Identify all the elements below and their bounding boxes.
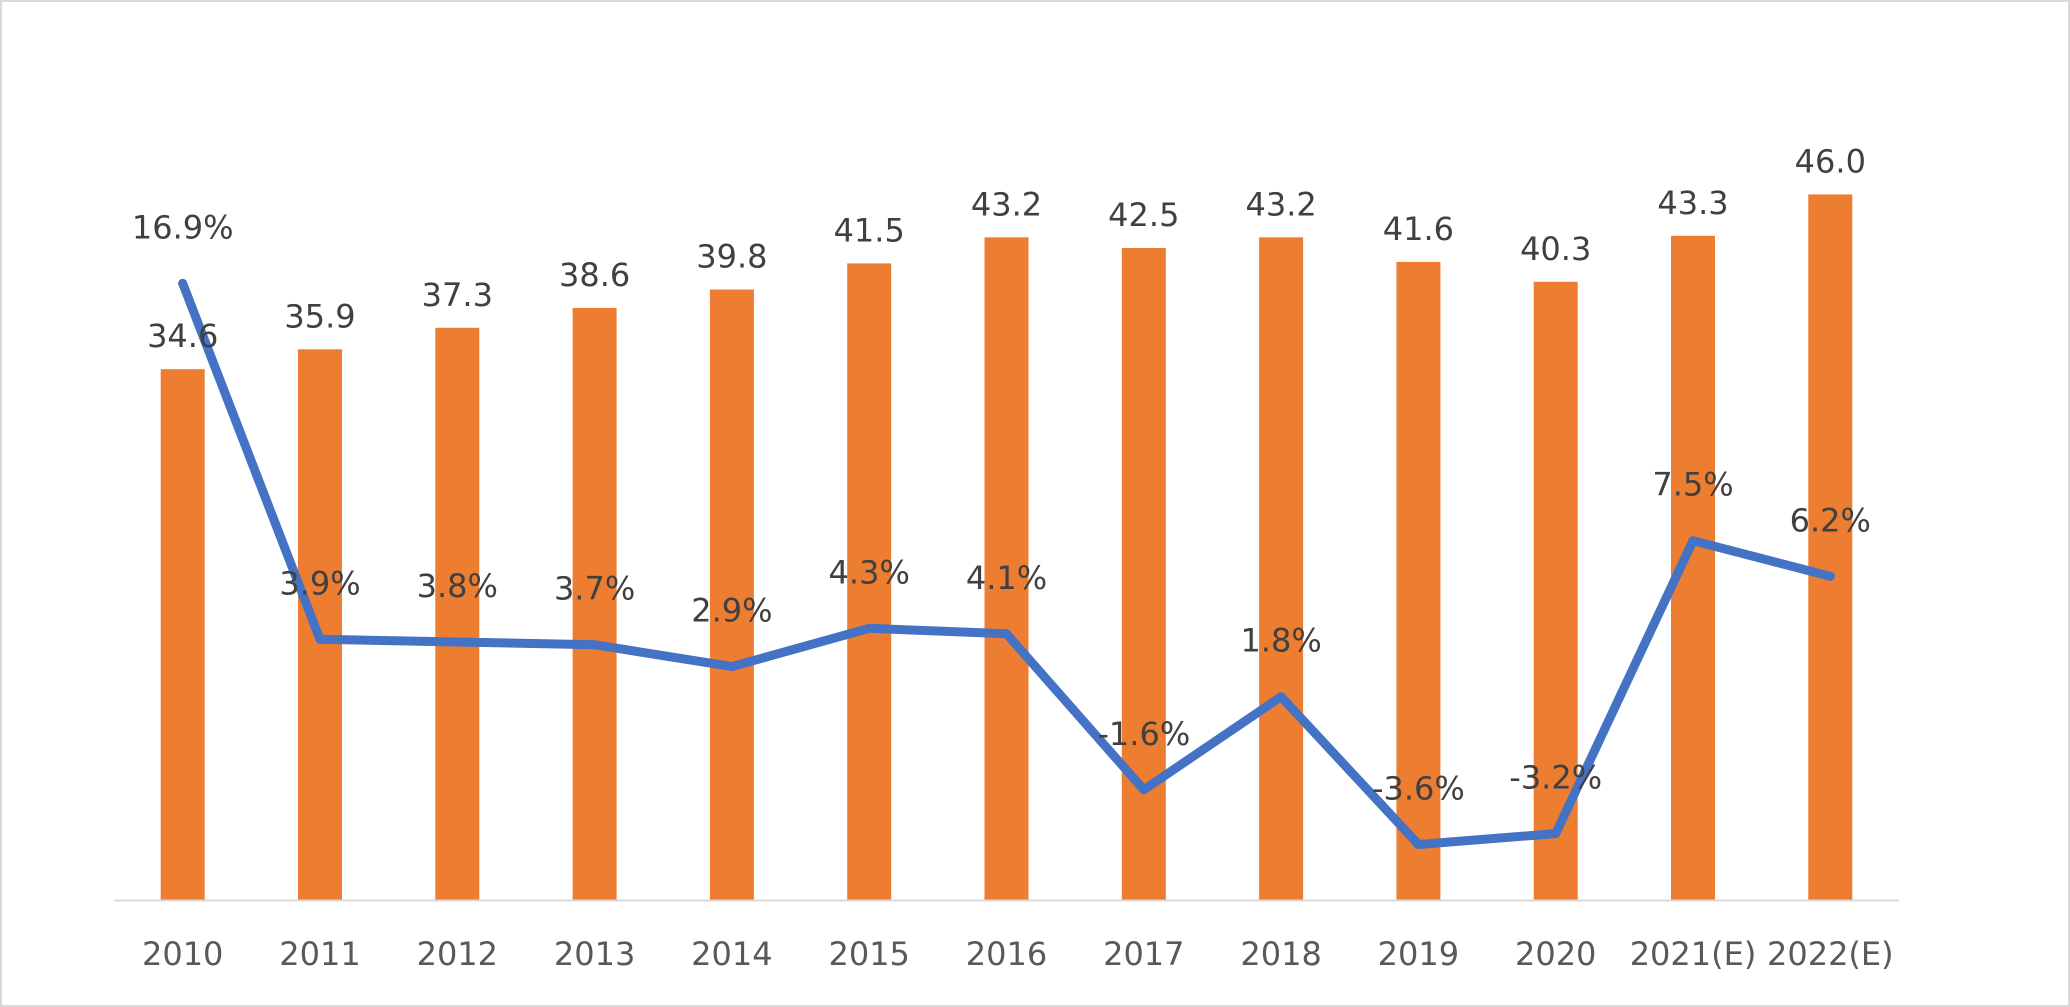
growth-label-2017: -1.6% bbox=[1097, 715, 1190, 753]
bar-2014 bbox=[709, 289, 754, 900]
growth-label-2015: 4.3% bbox=[829, 553, 910, 591]
x-tick-label-2019: 2019 bbox=[1378, 935, 1459, 973]
x-tick-label-2020: 2020 bbox=[1515, 935, 1596, 973]
x-tick-label-2015: 2015 bbox=[828, 935, 909, 973]
x-tick-label-2010: 2010 bbox=[142, 935, 223, 973]
bar-2012 bbox=[435, 327, 480, 900]
bar-label-2021(E): 43.3 bbox=[1657, 184, 1728, 222]
growth-label-2022(E): 6.2% bbox=[1790, 501, 1871, 539]
growth-point-2017 bbox=[1139, 785, 1149, 795]
growth-label-2021(E): 7.5% bbox=[1652, 466, 1733, 504]
bar-label-2011: 35.9 bbox=[284, 297, 355, 335]
growth-point-2014 bbox=[727, 662, 737, 672]
x-tick-label-2018: 2018 bbox=[1240, 935, 1321, 973]
bar-2011 bbox=[298, 349, 342, 900]
growth-point-2022(E) bbox=[1825, 571, 1835, 581]
bar-2013 bbox=[572, 307, 617, 900]
growth-point-2012 bbox=[452, 637, 462, 647]
growth-point-2018 bbox=[1276, 692, 1286, 702]
growth-point-2013 bbox=[590, 640, 600, 650]
growth-label-2012: 3.8% bbox=[417, 567, 498, 605]
x-tick-label-2012: 2012 bbox=[417, 935, 498, 973]
bar-2017 bbox=[1121, 248, 1166, 900]
bar-2016 bbox=[984, 237, 1029, 901]
bar-label-2015: 41.5 bbox=[834, 211, 905, 249]
growth-label-2018: 1.8% bbox=[1240, 622, 1321, 660]
bar-label-2010: 34.6 bbox=[147, 317, 218, 355]
growth-point-2019 bbox=[1413, 840, 1423, 849]
growth-label-2011: 3.9% bbox=[279, 564, 360, 602]
bar-label-2020: 40.3 bbox=[1520, 230, 1591, 268]
bar-2010 bbox=[160, 369, 205, 900]
growth-point-2015 bbox=[864, 623, 874, 633]
growth-label-2013: 3.7% bbox=[554, 570, 635, 608]
x-tick-label-2011: 2011 bbox=[279, 935, 360, 973]
growth-point-2011 bbox=[315, 634, 325, 644]
growth-point-2016 bbox=[1002, 629, 1011, 639]
bar-2019 bbox=[1396, 261, 1441, 900]
bar-label-2018: 43.2 bbox=[1245, 185, 1316, 223]
x-tick-label-2021(E): 2021(E) bbox=[1630, 935, 1757, 973]
growth-point-2020 bbox=[1551, 829, 1561, 839]
x-tick-label-2016: 2016 bbox=[966, 935, 1047, 973]
bar-label-2012: 37.3 bbox=[422, 276, 493, 314]
growth-point-2021(E) bbox=[1688, 536, 1698, 546]
bar-label-2014: 39.8 bbox=[696, 238, 767, 276]
growth-label-2010: 16.9% bbox=[132, 208, 234, 246]
growth-label-2014: 2.9% bbox=[691, 592, 772, 630]
bar-label-2013: 38.6 bbox=[559, 256, 630, 294]
bar-label-2016: 43.2 bbox=[971, 185, 1042, 223]
x-tick-label-2013: 2013 bbox=[554, 935, 635, 973]
x-tick-label-2022(E): 2022(E) bbox=[1767, 935, 1894, 973]
bar-2015 bbox=[847, 263, 892, 900]
growth-point-2010 bbox=[178, 278, 188, 288]
growth-label-2016: 4.1% bbox=[966, 559, 1047, 597]
growth-label-2019: -3.6% bbox=[1372, 770, 1465, 808]
x-tick-label-2014: 2014 bbox=[691, 935, 772, 973]
bar-label-2017: 42.5 bbox=[1108, 196, 1179, 234]
x-tick-label-2017: 2017 bbox=[1103, 935, 1184, 973]
bar-2022(E) bbox=[1808, 194, 1853, 900]
bar-label-2022(E): 46.0 bbox=[1795, 142, 1866, 180]
bar-2018 bbox=[1259, 237, 1304, 901]
bar-label-2019: 41.6 bbox=[1383, 210, 1454, 248]
growth-label-2020: -3.2% bbox=[1509, 759, 1602, 797]
